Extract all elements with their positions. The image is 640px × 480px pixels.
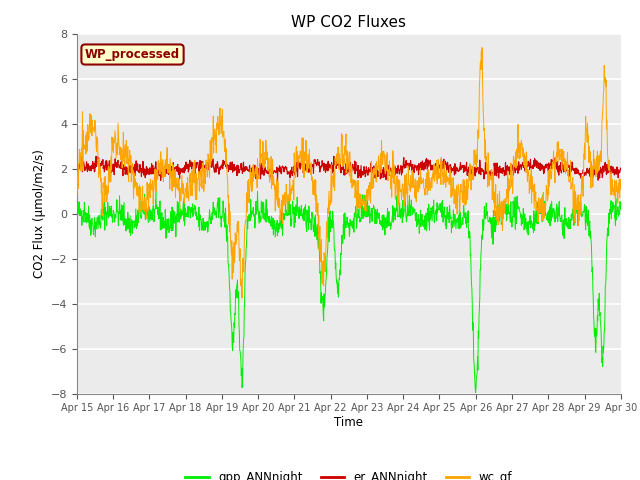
X-axis label: Time: Time xyxy=(334,416,364,429)
Y-axis label: CO2 Flux (μmol/m2/s): CO2 Flux (μmol/m2/s) xyxy=(33,149,47,278)
Legend: gpp_ANNnight, er_ANNnight, wc_gf: gpp_ANNnight, er_ANNnight, wc_gf xyxy=(180,466,517,480)
Title: WP CO2 Fluxes: WP CO2 Fluxes xyxy=(291,15,406,30)
Text: WP_processed: WP_processed xyxy=(85,48,180,61)
